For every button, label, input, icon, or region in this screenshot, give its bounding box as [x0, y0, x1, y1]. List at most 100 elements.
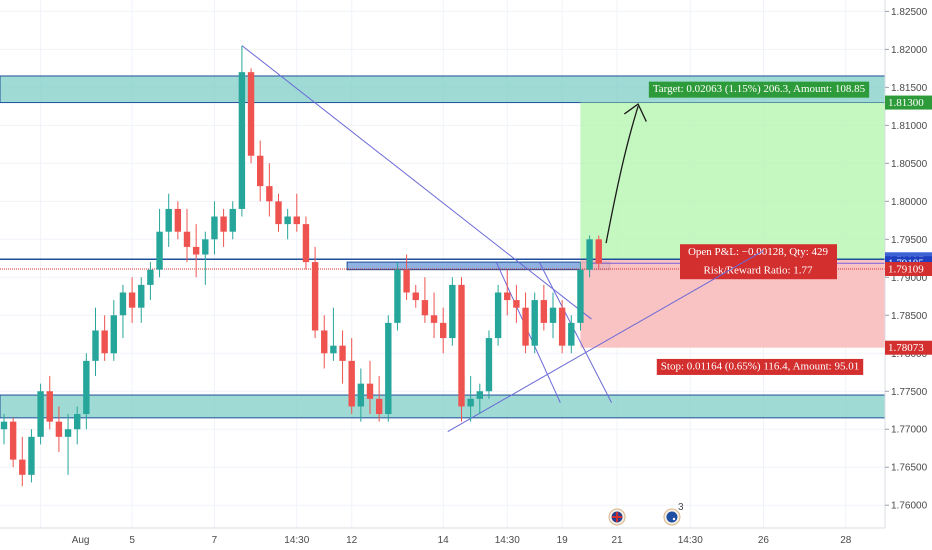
- candle-body: [311, 262, 319, 331]
- candle-body: [412, 292, 419, 301]
- candle: [220, 208, 227, 247]
- candle: [110, 300, 117, 361]
- candle: [0, 414, 8, 445]
- price-tick-label: 1.81500: [891, 83, 928, 94]
- candle: [513, 284, 520, 323]
- candle: [55, 406, 63, 453]
- candle: [202, 231, 209, 285]
- target-label-bg: [648, 81, 870, 98]
- candle: [549, 292, 557, 339]
- uk-flag-icon[interactable]: [608, 508, 626, 526]
- target-arrowhead: [623, 103, 647, 122]
- candle: [128, 277, 136, 323]
- candle-body: [522, 307, 529, 346]
- candle-body: [257, 155, 264, 187]
- candle: [275, 193, 282, 232]
- candle-body: [357, 383, 365, 407]
- candle: [357, 368, 365, 422]
- candle-body: [247, 72, 255, 156]
- support-resistance-zones: [0, 75, 886, 419]
- candle-body: [513, 300, 520, 308]
- pnl-label: Open P&L: −0.00128, Qty: 429: [688, 246, 829, 258]
- candle-body: [467, 398, 474, 407]
- time-tick-label: 7: [212, 535, 218, 546]
- candle: [28, 429, 35, 483]
- candle-body: [330, 345, 337, 354]
- candle-body: [430, 315, 438, 323]
- candle-body: [421, 300, 429, 316]
- candle-body: [302, 224, 310, 263]
- candle-body: [385, 322, 392, 415]
- zone-box[interactable]: [0, 394, 886, 419]
- candle-body: [266, 186, 273, 202]
- candle: [467, 376, 474, 422]
- candle: [156, 208, 163, 278]
- trendline[interactable]: [447, 250, 764, 432]
- candle-body: [9, 421, 17, 460]
- candle-body: [275, 201, 282, 225]
- time-axis-bg: [0, 528, 932, 550]
- candle-body: [138, 284, 145, 308]
- candle-body: [403, 269, 410, 293]
- trendline[interactable]: [538, 261, 613, 403]
- candle: [119, 284, 127, 339]
- price-axis[interactable]: 1.82500 1.82000 1.81500 1.81000 1.80500 1.800…: [884, 0, 932, 550]
- candle: [302, 216, 310, 270]
- stop-label: Stop: 0.01164 (0.65%) 116.4, Amount: 95.…: [661, 360, 859, 372]
- candle-body: [37, 391, 44, 437]
- time-axis[interactable]: Aug 5 7 14:30 12 14 14:30 19 21 14:30 26 28: [0, 527, 932, 550]
- candle-body: [64, 429, 72, 437]
- price-tag-label: 1.81300: [888, 97, 924, 109]
- candle-body: [119, 292, 127, 316]
- candle: [101, 315, 108, 361]
- price-tag-bg: [885, 340, 932, 355]
- candle-body: [375, 398, 383, 415]
- candle: [421, 277, 429, 323]
- candle-body: [83, 360, 90, 415]
- price-tick-label: 1.77000: [891, 425, 928, 436]
- target-area[interactable]: [580, 102, 885, 260]
- candle-body: [0, 421, 8, 430]
- candle-body: [19, 459, 26, 475]
- time-tick-label: 19: [557, 535, 569, 546]
- candle: [19, 436, 26, 487]
- candle-body: [55, 421, 63, 437]
- candle: [229, 201, 236, 240]
- candle: [485, 330, 493, 399]
- price-tick-label: 1.79000: [891, 273, 928, 284]
- candle: [366, 360, 374, 415]
- price-tag-green[interactable]: 1.81300: [885, 95, 932, 110]
- time-tick-label: 14: [438, 535, 450, 546]
- candle-body: [92, 330, 99, 361]
- candle: [92, 307, 99, 377]
- candle-body: [238, 72, 246, 209]
- price-tick-label: 1.81000: [891, 121, 928, 132]
- candle-body: [577, 269, 584, 323]
- candle-body: [568, 322, 575, 346]
- price-tick-label: 1.77500: [891, 387, 928, 398]
- au-flag-star: [672, 517, 676, 521]
- candle: [74, 406, 81, 445]
- candle-body: [504, 292, 511, 301]
- price-tag-label: 1.78073: [888, 342, 924, 354]
- candle: [403, 254, 410, 301]
- candle: [284, 208, 291, 240]
- price-tag-red[interactable]: 1.79109: [885, 262, 932, 277]
- candle-body: [229, 208, 236, 232]
- candle-body: [284, 216, 291, 225]
- long-position-tool[interactable]: Target: 0.02063 (1.15%) 206.3, Amount: 1…: [0, 81, 885, 375]
- candle-body: [394, 269, 401, 323]
- price-tag-red[interactable]: 1.78073: [885, 340, 932, 355]
- candle: [330, 307, 337, 361]
- time-tick-label: 14:30: [284, 535, 309, 546]
- au-flag-icon[interactable]: 3: [663, 502, 684, 526]
- trendline[interactable]: [241, 45, 592, 320]
- candle-body: [449, 284, 456, 339]
- candle: [339, 330, 346, 384]
- candle-body: [531, 300, 538, 346]
- candle: [293, 193, 300, 232]
- candle: [192, 224, 200, 278]
- candle-body: [28, 436, 35, 475]
- candle: [321, 315, 328, 369]
